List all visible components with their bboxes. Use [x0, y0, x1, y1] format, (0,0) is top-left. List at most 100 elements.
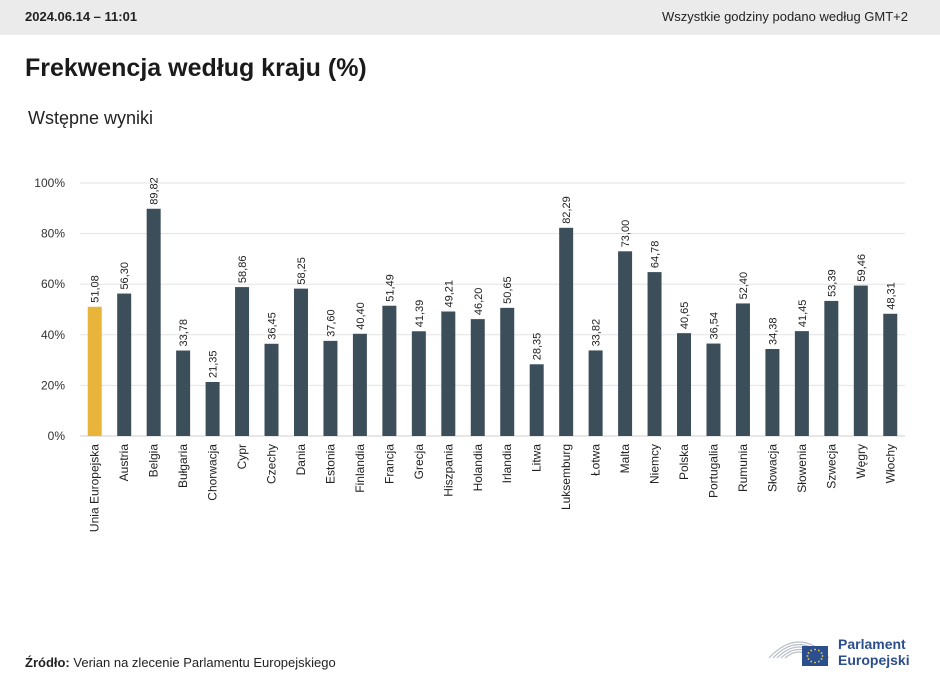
- value-label: 82,29: [561, 196, 573, 224]
- bar: [559, 227, 574, 436]
- category-label: Belgia: [147, 444, 161, 478]
- category-label: Austria: [117, 444, 131, 482]
- bar: [853, 285, 868, 436]
- bar: [117, 293, 132, 436]
- bar: [794, 331, 809, 436]
- bar: [588, 350, 603, 436]
- category-label: Hiszpania: [441, 444, 455, 497]
- value-label: 58,86: [237, 256, 249, 284]
- chart-title: Frekwencja według kraju (%): [25, 54, 367, 82]
- category-label: Słowacja: [765, 444, 779, 492]
- bar: [500, 307, 515, 436]
- value-label: 37,60: [325, 309, 337, 337]
- value-label: 41,39: [414, 300, 426, 328]
- category-label: Unia Europejska: [88, 444, 102, 532]
- turnout-bar-chart: 0% 20% 40% 60% 80% 100% 51,08 Unia Europejska 56…: [34, 176, 905, 532]
- category-label: Luksemburg: [559, 444, 573, 510]
- category-label: Rumunia: [736, 444, 750, 492]
- category-label: Cypr: [235, 444, 249, 469]
- bar: [677, 333, 692, 436]
- y-tick-label: 80%: [41, 227, 65, 241]
- value-label: 34,38: [767, 317, 779, 345]
- bar: [235, 287, 250, 436]
- value-label: 36,54: [708, 312, 720, 340]
- parliament-hemicycle-icon: [768, 641, 830, 666]
- category-label: Finlandia: [353, 444, 367, 493]
- value-label: 53,39: [826, 269, 838, 297]
- value-label: 41,45: [797, 300, 809, 328]
- bar: [293, 288, 308, 436]
- category-label: Niemcy: [648, 444, 662, 484]
- logo-line-1: Parlament: [838, 636, 906, 652]
- bar: [87, 306, 102, 436]
- value-label: 28,35: [532, 333, 544, 361]
- bar: [618, 251, 633, 436]
- value-label: 89,82: [149, 177, 161, 205]
- source-text: Verian na zlecenie Parlamentu Europejski…: [73, 655, 336, 670]
- bar: [382, 305, 397, 436]
- logo-line-2: Europejski: [838, 652, 910, 668]
- value-label: 52,40: [738, 272, 750, 300]
- category-label: Irlandia: [500, 444, 514, 484]
- value-label: 46,20: [473, 288, 485, 316]
- top-bar: 2024.06.14 – 11:01 Wszystkie godziny pod…: [0, 0, 940, 35]
- value-label: 51,08: [90, 275, 102, 303]
- value-label: 40,40: [355, 302, 367, 330]
- category-label: Polska: [677, 444, 691, 480]
- category-label: Dania: [294, 444, 308, 476]
- value-label: 48,31: [885, 282, 897, 310]
- value-label: 56,30: [119, 262, 131, 290]
- value-label: 21,35: [208, 350, 220, 378]
- source-note: Źródło: Verian na zlecenie Parlamentu Eu…: [25, 655, 336, 670]
- bar: [205, 381, 220, 436]
- logo-text: Parlament Europejski: [838, 636, 910, 668]
- category-label: Chorwacja: [206, 444, 220, 501]
- timezone-note: Wszystkie godziny podano według GMT+2: [661, 9, 908, 24]
- bar: [824, 300, 839, 436]
- bar: [647, 272, 662, 436]
- chart-subtitle: Wstępne wyniki: [28, 108, 154, 128]
- bar: [470, 319, 485, 436]
- category-label: Holandia: [471, 444, 485, 492]
- value-label: 58,25: [296, 257, 308, 285]
- datetime: 2024.06.14 – 11:01: [25, 9, 138, 24]
- bar: [264, 343, 279, 436]
- category-label: Litwa: [530, 444, 544, 472]
- y-tick-label: 60%: [41, 277, 65, 291]
- value-label: 50,65: [502, 276, 514, 304]
- value-label: 36,45: [267, 312, 279, 340]
- value-label: 49,21: [443, 280, 455, 308]
- bar: [352, 333, 367, 436]
- category-label: Szwecja: [824, 444, 838, 489]
- category-label: Francja: [382, 444, 396, 484]
- value-label: 40,65: [679, 302, 691, 330]
- category-label: Włochy: [883, 444, 897, 483]
- category-label: Malta: [618, 444, 632, 474]
- value-label: 33,78: [178, 319, 190, 347]
- bar: [735, 303, 750, 436]
- bar: [323, 340, 338, 436]
- bar: [765, 349, 780, 436]
- value-label: 64,78: [650, 241, 662, 269]
- category-label: Portugalia: [706, 444, 720, 498]
- bar: [146, 208, 161, 436]
- bar: [441, 311, 456, 436]
- y-tick-label: 100%: [34, 176, 65, 190]
- source-label: Źródło:: [25, 655, 70, 670]
- bar: [176, 350, 191, 436]
- bar: [411, 331, 426, 436]
- category-label: Węgry: [854, 444, 868, 479]
- parliament-logo: Parlament Europejski: [766, 628, 926, 673]
- value-label: 59,46: [856, 254, 868, 282]
- category-label: Estonia: [323, 444, 337, 484]
- y-tick-label: 40%: [41, 328, 65, 342]
- category-label: Bułgaria: [176, 444, 190, 488]
- category-label: Grecja: [412, 444, 426, 480]
- value-label: 73,00: [620, 220, 632, 248]
- value-label: 33,82: [591, 319, 603, 347]
- y-tick-label: 0%: [48, 429, 66, 443]
- y-tick-label: 20%: [41, 378, 65, 392]
- value-label: 51,49: [384, 274, 396, 302]
- bar: [706, 343, 721, 436]
- bar: [529, 364, 544, 436]
